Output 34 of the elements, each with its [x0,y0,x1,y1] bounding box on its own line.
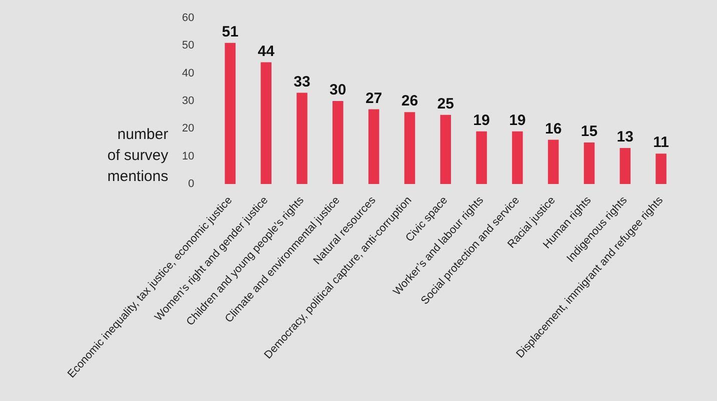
bar [548,140,559,184]
data-label: 15 [580,123,598,140]
y-tick-label: 30 [182,95,194,108]
bar [440,114,452,184]
bar [224,42,236,184]
data-label: 44 [258,42,276,60]
data-label: 51 [222,24,239,41]
data-label: 33 [294,73,310,90]
bar [404,112,416,184]
bar [512,131,523,184]
y-tick-label: 0 [188,178,194,190]
data-label: 19 [473,112,490,130]
bar [368,109,380,184]
bar [620,148,631,184]
bar [296,92,308,184]
y-tick-label: 40 [182,67,194,80]
data-label: 19 [509,112,526,130]
bar [476,131,487,184]
bar [656,154,666,184]
y-tick-label: 20 [182,122,194,135]
data-label: 11 [653,134,669,152]
y-axis-title: number of survey mentions [107,126,169,185]
y-tick-label: 10 [182,150,194,162]
data-label: 27 [365,90,382,107]
data-label: 25 [437,95,454,112]
y-tick-label: 50 [182,40,194,52]
data-label: 30 [330,82,346,99]
bar [332,101,344,184]
data-label: 13 [616,128,634,146]
bar [584,142,595,184]
data-label: 26 [401,92,418,110]
data-label: 16 [544,120,562,138]
bar [260,62,272,184]
y-tick-label: 60 [182,12,194,24]
